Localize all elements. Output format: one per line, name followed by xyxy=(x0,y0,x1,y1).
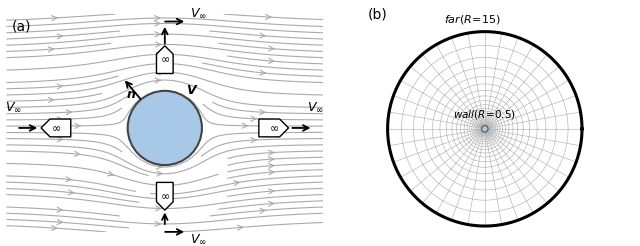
FancyArrowPatch shape xyxy=(251,138,256,143)
Text: $\mathit{wall}$$(R\!=\!0.5)$: $\mathit{wall}$$(R\!=\!0.5)$ xyxy=(453,108,516,121)
FancyArrowPatch shape xyxy=(251,116,256,121)
FancyArrowPatch shape xyxy=(266,14,271,19)
Text: $V_{\infty}$: $V_{\infty}$ xyxy=(189,233,207,246)
FancyArrowPatch shape xyxy=(237,225,243,230)
FancyArrowPatch shape xyxy=(66,110,71,115)
FancyArrowPatch shape xyxy=(269,189,274,194)
FancyArrowPatch shape xyxy=(269,46,274,51)
Text: $V_{\infty}$: $V_{\infty}$ xyxy=(307,101,324,114)
FancyArrowPatch shape xyxy=(108,171,113,176)
FancyArrowPatch shape xyxy=(75,123,80,128)
FancyArrowPatch shape xyxy=(269,150,274,155)
FancyArrowPatch shape xyxy=(155,21,160,26)
Polygon shape xyxy=(157,182,173,210)
FancyArrowPatch shape xyxy=(68,190,74,195)
FancyArrowPatch shape xyxy=(269,201,274,206)
Text: (a): (a) xyxy=(12,19,31,33)
Text: $\mathit{far}$$(R\!=\!15)$: $\mathit{far}$$(R\!=\!15)$ xyxy=(444,13,501,26)
FancyArrowPatch shape xyxy=(156,42,161,47)
FancyArrowPatch shape xyxy=(57,207,62,212)
Text: $\boldsymbol{n}$: $\boldsymbol{n}$ xyxy=(126,89,136,102)
FancyArrowPatch shape xyxy=(269,58,274,63)
Polygon shape xyxy=(157,46,173,74)
FancyArrowPatch shape xyxy=(155,78,161,83)
Text: $\infty$: $\infty$ xyxy=(269,123,279,133)
Circle shape xyxy=(127,91,202,165)
Text: $\infty$: $\infty$ xyxy=(160,191,170,201)
FancyArrowPatch shape xyxy=(157,171,163,176)
FancyArrowPatch shape xyxy=(49,97,54,102)
FancyArrowPatch shape xyxy=(159,70,164,75)
FancyArrowPatch shape xyxy=(57,219,62,225)
FancyArrowPatch shape xyxy=(157,61,163,66)
Text: $V_{\infty}$: $V_{\infty}$ xyxy=(5,101,22,114)
FancyArrowPatch shape xyxy=(66,177,71,182)
FancyArrowPatch shape xyxy=(242,123,247,128)
FancyArrowPatch shape xyxy=(260,110,265,115)
FancyArrowPatch shape xyxy=(155,221,160,226)
FancyArrowPatch shape xyxy=(260,33,265,38)
Text: $V_{\infty}$: $V_{\infty}$ xyxy=(189,7,207,20)
Text: $\boldsymbol{V}$: $\boldsymbol{V}$ xyxy=(186,84,198,97)
Text: $\infty$: $\infty$ xyxy=(51,123,61,133)
Polygon shape xyxy=(41,119,71,137)
Polygon shape xyxy=(259,119,289,137)
FancyArrowPatch shape xyxy=(57,137,63,142)
FancyArrowPatch shape xyxy=(48,47,54,52)
FancyArrowPatch shape xyxy=(156,52,161,57)
FancyArrowPatch shape xyxy=(52,16,57,21)
FancyArrowPatch shape xyxy=(155,32,160,37)
FancyArrowPatch shape xyxy=(157,196,162,201)
FancyArrowPatch shape xyxy=(156,206,161,211)
FancyArrowPatch shape xyxy=(58,117,63,122)
FancyArrowPatch shape xyxy=(260,208,265,213)
Text: (b): (b) xyxy=(368,7,388,21)
FancyArrowPatch shape xyxy=(269,157,274,162)
FancyArrowPatch shape xyxy=(260,70,265,75)
Circle shape xyxy=(481,126,488,132)
FancyArrowPatch shape xyxy=(51,225,57,231)
FancyArrowPatch shape xyxy=(57,34,62,39)
FancyArrowPatch shape xyxy=(269,170,274,175)
Text: $\infty$: $\infty$ xyxy=(160,55,170,65)
FancyArrowPatch shape xyxy=(234,181,239,186)
FancyArrowPatch shape xyxy=(74,151,80,156)
FancyArrowPatch shape xyxy=(269,163,274,168)
FancyArrowPatch shape xyxy=(156,164,163,169)
FancyArrowPatch shape xyxy=(155,15,160,21)
FancyArrowPatch shape xyxy=(57,84,62,89)
